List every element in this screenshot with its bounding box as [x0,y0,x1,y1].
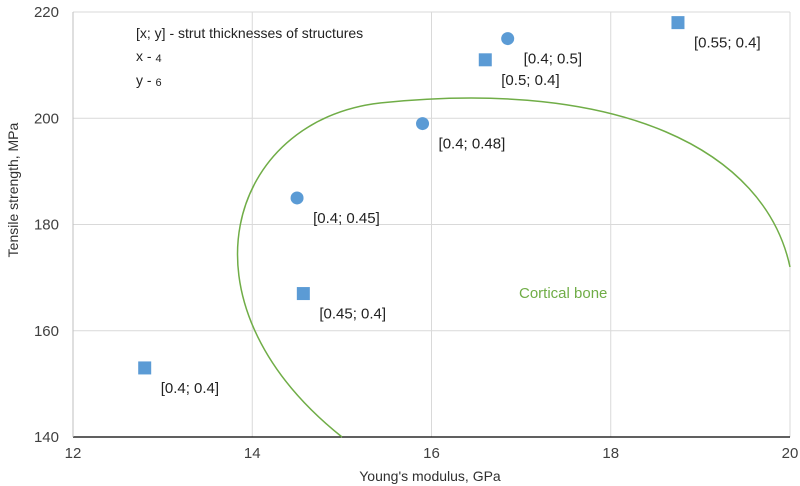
data-points: [0.4; 0.4] [0.4; 0.45] [0.45; 0.4] [0.4; 0.… [138,16,761,397]
x-tick-label: 16 [423,445,440,462]
tick-labels: 12 14 16 18 20 140 160 180 200 220 [34,4,798,462]
cortical-bone-label: Cortical bone [519,285,607,302]
x-tick-label: 12 [65,445,82,462]
legend-note-line1: [x; y] - strut thicknesses of structures [136,25,363,41]
x-tick-label: 20 [782,445,799,462]
data-point-label: [0.55; 0.4] [694,35,761,52]
data-point-square [478,53,492,67]
data-point-label: [0.4; 0.45] [313,210,380,227]
data-point-square [138,361,152,375]
legend-note-y-value: 6 [155,77,161,89]
data-point-label: [0.4; 0.48] [439,136,506,153]
legend-note-y-prefix: y - [136,72,155,88]
x-tick-label: 14 [244,445,261,462]
x-tick-label: 18 [602,445,619,462]
y-tick-label: 220 [34,4,59,21]
data-point-circle [416,117,430,131]
legend-note-x-value: 4 [155,53,161,65]
y-tick-label: 200 [34,110,59,127]
legend-note: [x; y] - strut thicknesses of structures… [136,25,363,89]
grid-lines [73,11,791,437]
legend-note-line2: x - 4 [136,48,162,65]
data-point-circle [290,191,304,205]
y-axis-title: Tensile strength, MPa [5,122,21,257]
x-axis-title: Young's modulus, GPa [359,468,501,484]
data-point-circle [501,32,515,46]
data-point-label: [0.4; 0.5] [524,51,582,68]
data-point-square [296,287,310,301]
legend-note-line3: y - 6 [136,72,162,89]
y-tick-label: 140 [34,429,59,446]
cortical-bone-region-curve [236,97,791,438]
data-point-label: [0.5; 0.4] [501,72,559,89]
axes [72,12,790,438]
data-point-label: [0.4; 0.4] [161,380,219,397]
y-tick-label: 180 [34,217,59,234]
data-point-label: [0.45; 0.4] [319,306,386,323]
y-tick-label: 160 [34,323,59,340]
legend-note-x-prefix: x - [136,48,155,64]
data-point-square [671,16,685,30]
